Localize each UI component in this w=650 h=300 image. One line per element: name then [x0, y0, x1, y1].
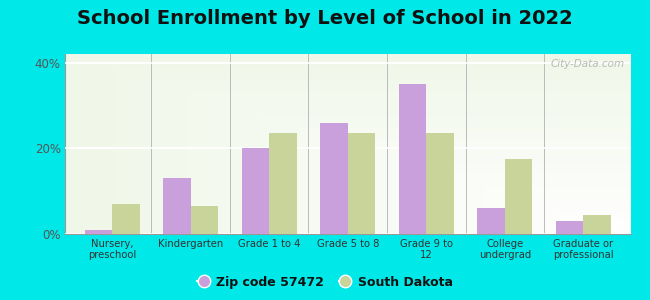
Bar	[477, 208, 505, 234]
Bar	[163, 178, 190, 234]
Bar	[348, 133, 375, 234]
Bar	[269, 133, 296, 234]
Bar	[399, 84, 426, 234]
Bar	[112, 204, 140, 234]
Text: School Enrollment by Level of School in 2022: School Enrollment by Level of School in …	[77, 9, 573, 28]
Text: City-Data.com: City-Data.com	[551, 59, 625, 69]
Legend: Zip code 57472, South Dakota: Zip code 57472, South Dakota	[192, 271, 458, 294]
Bar	[426, 133, 454, 234]
Bar	[320, 123, 348, 234]
Bar	[505, 159, 532, 234]
Bar	[84, 230, 112, 234]
Bar	[556, 221, 584, 234]
Bar	[584, 215, 611, 234]
Bar	[242, 148, 269, 234]
Bar	[190, 206, 218, 234]
